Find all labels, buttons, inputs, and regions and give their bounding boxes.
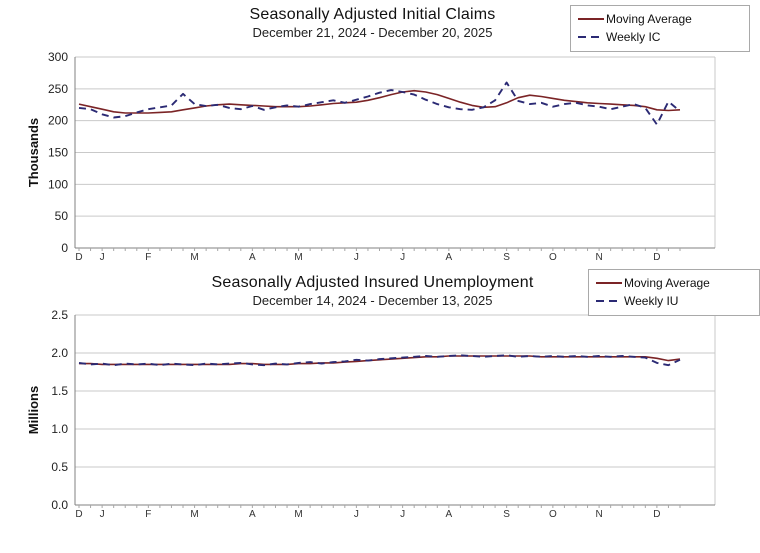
dashed-line-icon <box>578 36 604 38</box>
svg-text:M: M <box>190 252 198 263</box>
svg-text:2.5: 2.5 <box>51 308 68 322</box>
insured-unemployment-subtitle: December 14, 2024 - December 13, 2025 <box>252 293 493 308</box>
svg-text:A: A <box>249 252 256 263</box>
insured-unemployment-legend: Moving Average Weekly IU <box>588 269 760 316</box>
svg-text:O: O <box>549 509 557 520</box>
svg-text:S: S <box>503 252 510 263</box>
initial-claims-plot: 0 50 100 150 200 250 300 D J F M A M J J A S O N D Thousands <box>26 50 716 263</box>
svg-text:50: 50 <box>55 209 69 223</box>
svg-text:D: D <box>75 509 82 520</box>
legend-label: Moving Average <box>606 12 692 26</box>
legend-item-moving-average: Moving Average <box>595 274 751 292</box>
insured-unemployment-section: Seasonally Adjusted Insured Unemployment… <box>0 268 760 553</box>
svg-text:J: J <box>100 252 105 263</box>
svg-text:N: N <box>595 509 602 520</box>
legend-label: Moving Average <box>624 276 710 290</box>
svg-text:D: D <box>75 252 82 263</box>
svg-text:F: F <box>145 509 151 520</box>
svg-text:J: J <box>354 509 359 520</box>
solid-line-icon <box>578 18 604 20</box>
svg-text:100: 100 <box>48 177 68 191</box>
svg-text:1.5: 1.5 <box>51 384 68 398</box>
svg-text:A: A <box>249 509 256 520</box>
svg-text:150: 150 <box>48 146 68 160</box>
svg-text:J: J <box>400 509 405 520</box>
svg-text:J: J <box>354 252 359 263</box>
legend-item-weekly-iu: Weekly IU <box>595 292 751 310</box>
initial-claims-section: Seasonally Adjusted Initial Claims Decem… <box>0 0 760 266</box>
initial-claims-title: Seasonally Adjusted Initial Claims <box>249 6 496 23</box>
svg-text:2.0: 2.0 <box>51 346 68 360</box>
svg-text:N: N <box>595 252 602 263</box>
solid-line-icon <box>596 282 622 284</box>
svg-text:M: M <box>294 252 302 263</box>
svg-text:J: J <box>400 252 405 263</box>
svg-text:D: D <box>653 252 660 263</box>
dashed-line-icon <box>596 300 622 302</box>
insured-unemployment-title: Seasonally Adjusted Insured Unemployment <box>211 274 534 291</box>
svg-text:D: D <box>653 509 660 520</box>
legend-label: Weekly IU <box>624 294 679 308</box>
initial-claims-subtitle: December 21, 2024 - December 20, 2025 <box>252 25 493 40</box>
svg-text:300: 300 <box>48 50 68 64</box>
svg-text:0.5: 0.5 <box>51 460 68 474</box>
svg-text:Millions: Millions <box>26 386 41 434</box>
svg-text:O: O <box>549 252 557 263</box>
svg-text:A: A <box>446 509 453 520</box>
svg-text:J: J <box>100 509 105 520</box>
svg-text:1.0: 1.0 <box>51 422 68 436</box>
svg-text:S: S <box>503 509 510 520</box>
legend-label: Weekly IC <box>606 30 661 44</box>
svg-text:F: F <box>145 252 151 263</box>
svg-text:0: 0 <box>61 241 68 255</box>
initial-claims-legend: Moving Average Weekly IC <box>570 5 750 52</box>
legend-item-moving-average: Moving Average <box>577 10 741 28</box>
svg-text:M: M <box>190 509 198 520</box>
svg-text:Thousands: Thousands <box>26 118 41 187</box>
legend-item-weekly-ic: Weekly IC <box>577 28 741 46</box>
svg-text:200: 200 <box>48 114 68 128</box>
svg-text:A: A <box>446 252 453 263</box>
svg-text:M: M <box>294 509 302 520</box>
svg-text:250: 250 <box>48 82 68 96</box>
svg-text:0.0: 0.0 <box>51 498 68 512</box>
